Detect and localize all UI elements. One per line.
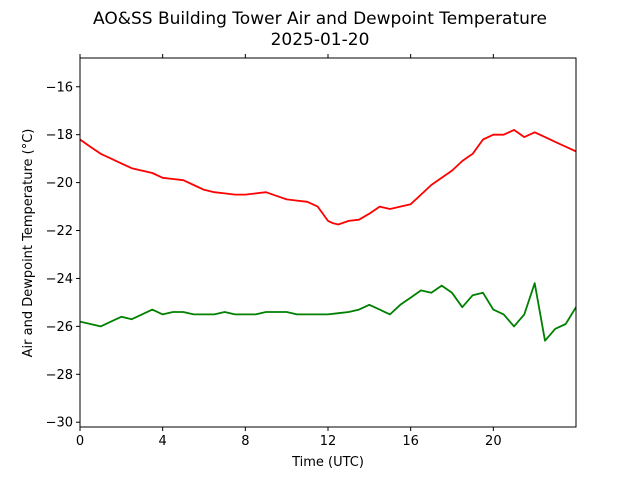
- y-tick-label: −16: [46, 80, 73, 95]
- x-tick-label: 20: [485, 434, 502, 449]
- y-tick-label: −26: [46, 320, 73, 335]
- series-layer: [80, 128, 576, 342]
- plot-area: 0 4 8 12 16 20 −30 −28 −26 −24 −22 −20 −18 −16: [46, 54, 577, 449]
- y-tick-label: −22: [46, 224, 73, 239]
- x-axis-label: Time (UTC): [291, 455, 364, 470]
- x-tick-label: 12: [320, 434, 337, 449]
- plot-frame: [79, 57, 577, 428]
- x-tick-label: 8: [241, 434, 249, 449]
- series-line-dewpoint: [80, 282, 576, 342]
- y-tick-label: −24: [46, 272, 73, 287]
- y-tick-label: −28: [46, 368, 73, 383]
- chart-title: AO&SS Building Tower Air and Dewpoint Te…: [93, 9, 547, 29]
- chart-subtitle: 2025-01-20: [271, 30, 370, 50]
- y-axis-label: Air and Dewpoint Temperature (°C): [21, 129, 36, 358]
- y-tick-label: −30: [46, 416, 73, 431]
- y-tick-label: −18: [46, 128, 73, 143]
- y-axis: −30 −28 −26 −24 −22 −20 −18 −16: [46, 80, 80, 431]
- series-line-air: [80, 128, 576, 226]
- x-tick-label: 0: [76, 434, 84, 449]
- x-axis: 0 4 8 12 16 20: [76, 54, 502, 449]
- y-tick-label: −20: [46, 176, 73, 191]
- x-tick-label: 16: [402, 434, 419, 449]
- x-tick-label: 4: [159, 434, 167, 449]
